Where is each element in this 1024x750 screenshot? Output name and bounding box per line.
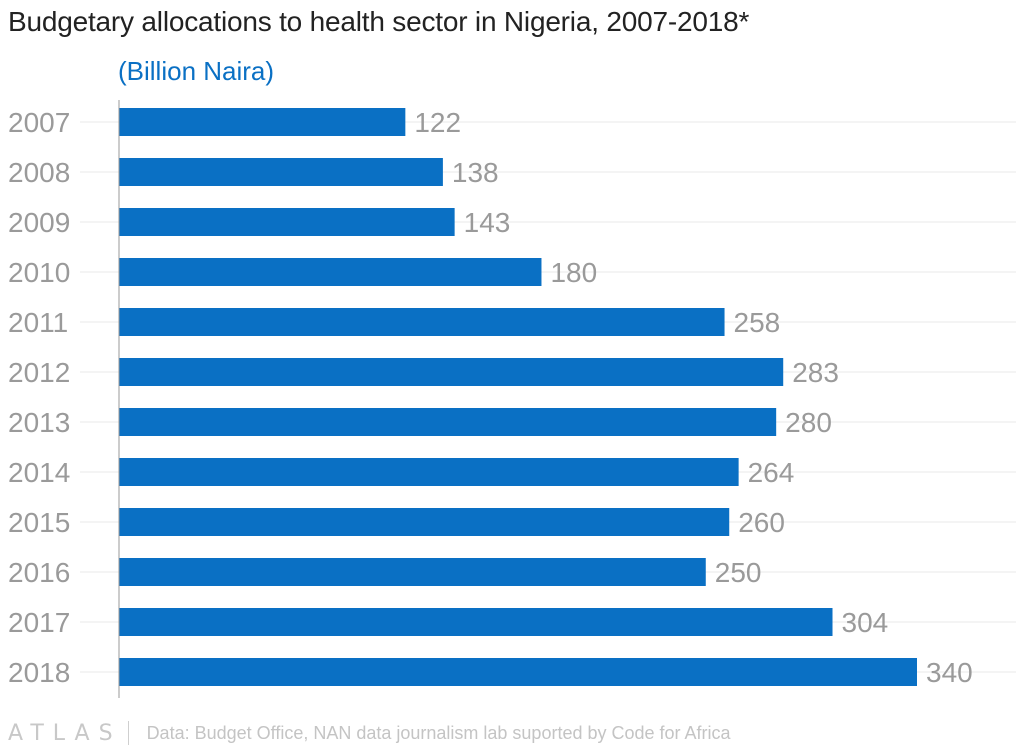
chart-subtitle: (Billion Naira) (118, 56, 275, 86)
bar-2010 (119, 258, 542, 286)
bar-2013 (119, 408, 777, 436)
bar-2012 (119, 358, 784, 386)
y-tick-label: 2015 (8, 507, 70, 538)
footer: ATLAS Data: Budget Office, NAN data jour… (8, 718, 731, 748)
chart-title: Budgetary allocations to health sector i… (8, 6, 750, 37)
source-note: Data: Budget Office, NAN data journalism… (146, 722, 731, 743)
data-label: 138 (452, 157, 499, 188)
y-tick-label: 2007 (8, 107, 70, 138)
bar-2016 (119, 558, 706, 586)
atlas-logo: ATLAS (8, 720, 122, 746)
bar-2007 (119, 108, 406, 136)
data-label: 280 (785, 407, 832, 438)
data-label: 264 (748, 457, 795, 488)
data-label: 143 (464, 207, 511, 238)
y-tick-label: 2009 (8, 207, 70, 238)
y-tick-label: 2011 (8, 307, 68, 338)
y-tick-label: 2010 (8, 257, 70, 288)
bar-2018 (119, 658, 917, 686)
footer-divider (127, 721, 129, 745)
bar-2015 (119, 508, 730, 536)
bar-2017 (119, 608, 833, 636)
data-label: 258 (734, 307, 781, 338)
data-label: 283 (792, 357, 839, 388)
y-tick-label: 2018 (8, 657, 70, 688)
data-label: 250 (715, 557, 762, 588)
y-tick-label: 2017 (8, 607, 70, 638)
data-label: 122 (414, 107, 461, 138)
bar-2014 (119, 458, 739, 486)
y-tick-label: 2014 (8, 457, 70, 488)
y-tick-label: 2013 (8, 407, 70, 438)
bar-2011 (119, 308, 725, 336)
y-tick-label: 2016 (8, 557, 70, 588)
bar-2008 (119, 158, 443, 186)
y-tick-label: 2012 (8, 357, 70, 388)
bar-2009 (119, 208, 455, 236)
y-tick-label: 2008 (8, 157, 70, 188)
data-label: 260 (738, 507, 785, 538)
data-label: 180 (550, 257, 597, 288)
data-label: 340 (926, 657, 973, 688)
data-label: 304 (842, 607, 889, 638)
